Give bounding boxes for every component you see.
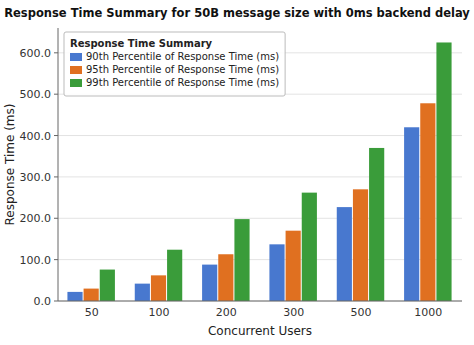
grid-line (58, 135, 462, 136)
y-tick (54, 259, 58, 260)
bar (353, 189, 368, 301)
bar (100, 270, 115, 301)
bar (151, 275, 166, 301)
bar (404, 127, 419, 301)
y-tick-label: 0.0 (34, 295, 52, 308)
y-axis-label: Response Time (ms) (3, 104, 17, 226)
x-tick-label: 300 (283, 306, 304, 319)
x-tick-label: 500 (351, 306, 372, 319)
y-tick (54, 52, 58, 53)
bar (420, 103, 435, 301)
y-tick-label: 200.0 (20, 212, 52, 225)
bar (337, 207, 352, 301)
legend: Response Time Summary 90th Percentile of … (64, 32, 285, 96)
legend-label: 95th Percentile of Response Time (ms) (86, 64, 279, 75)
grid-line (58, 301, 462, 302)
x-tick-label: 200 (216, 306, 237, 319)
bar (167, 250, 182, 301)
grid-line (58, 218, 462, 219)
y-tick-label: 100.0 (20, 254, 52, 267)
x-tick-label: 50 (85, 306, 99, 319)
bar (84, 289, 99, 301)
bar (369, 148, 384, 301)
grid-line (58, 259, 462, 260)
y-tick (54, 301, 58, 302)
bar (234, 219, 249, 301)
bar (269, 244, 284, 301)
x-tick-label: 100 (149, 306, 170, 319)
x-axis (58, 301, 462, 302)
legend-title: Response Time Summary (70, 38, 213, 49)
bar (202, 265, 217, 301)
legend-label: 90th Percentile of Response Time (ms) (86, 51, 279, 62)
y-tick (54, 135, 58, 136)
title: Response Time Summary for 50B message si… (4, 6, 470, 20)
bar (286, 231, 301, 301)
bar (302, 193, 317, 301)
y-tick (54, 94, 58, 95)
legend-box (64, 32, 285, 96)
y-axis (58, 28, 59, 301)
grid-line (58, 176, 462, 177)
x-tick-label: 1000 (414, 306, 442, 319)
bar (218, 254, 233, 301)
y-tick-label: 400.0 (20, 130, 52, 143)
bar (436, 42, 451, 301)
x-axis-label: Concurrent Users (208, 324, 312, 338)
y-tick-label: 600.0 (20, 47, 52, 60)
bar (135, 284, 150, 301)
y-tick (54, 176, 58, 177)
legend-swatch (70, 79, 82, 87)
bar (67, 292, 82, 301)
y-tick-label: 300.0 (20, 171, 52, 184)
legend-label: 99th Percentile of Response Time (ms) (86, 77, 279, 88)
y-tick (54, 218, 58, 219)
legend-swatch (70, 53, 82, 61)
legend-swatch (70, 66, 82, 74)
y-tick-label: 500.0 (20, 88, 52, 101)
